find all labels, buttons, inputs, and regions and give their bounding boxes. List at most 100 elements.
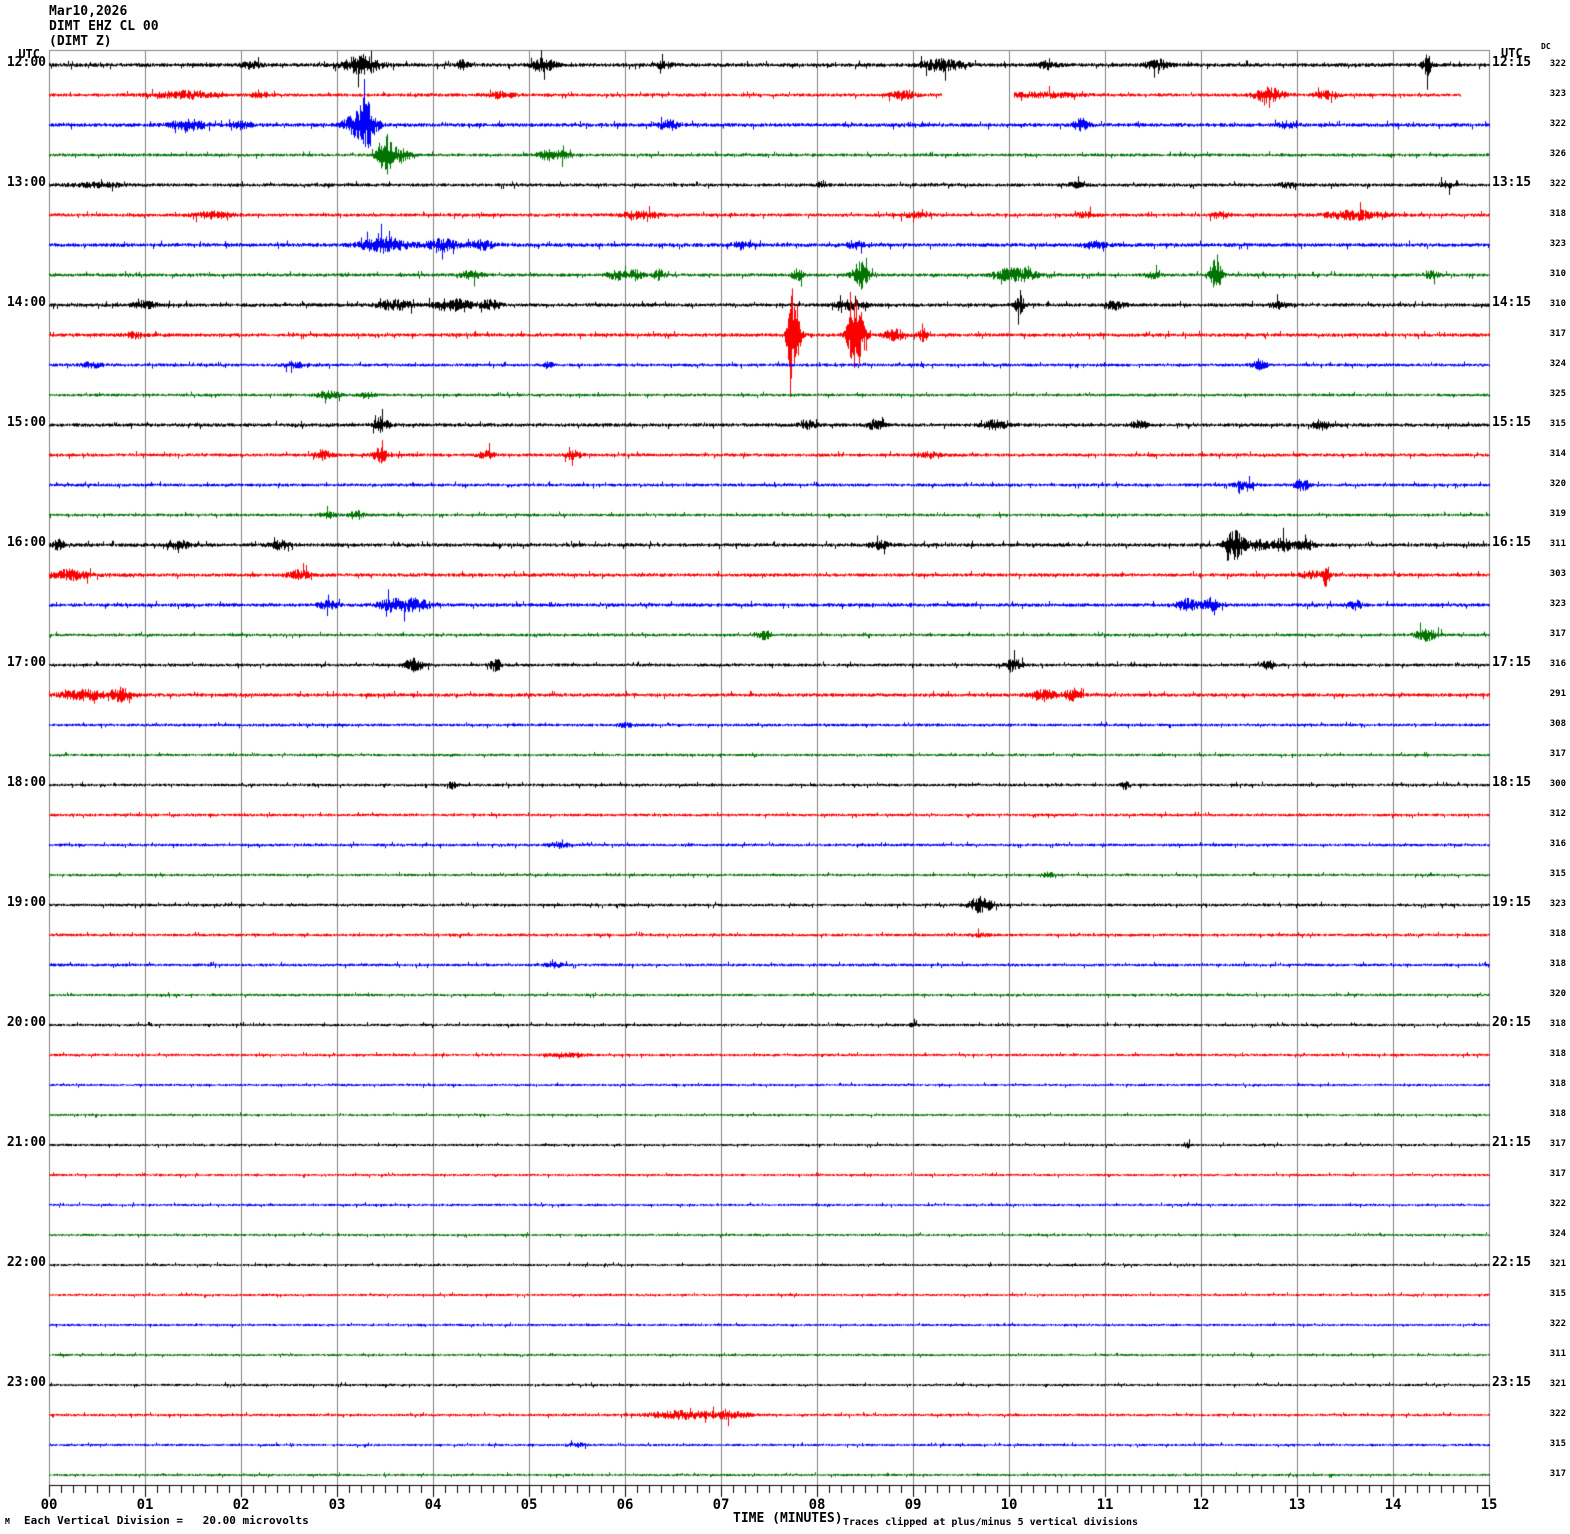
dc-value: 318 [1549,1109,1566,1119]
dc-value: 326 [1549,149,1566,159]
left-time-label: 22:00 [6,1255,46,1270]
dc-value: 324 [1549,1229,1566,1239]
dc-value: 303 [1549,569,1566,579]
utc-label-right: UTC [1501,46,1523,60]
x-tick-label: 11 [1096,1497,1114,1513]
dc-value: 318 [1549,1019,1566,1029]
dc-value: 310 [1549,269,1566,279]
left-time-label: 21:00 [6,1135,46,1150]
dc-value: 323 [1549,239,1566,249]
x-tick-label: 12 [1192,1497,1210,1513]
dc-value: 318 [1549,1079,1566,1089]
dc-value: 320 [1549,989,1566,999]
dc-value: 291 [1549,689,1566,699]
dc-value: 311 [1549,1349,1566,1359]
left-time-label: 18:00 [6,775,46,790]
x-tick-label: 10 [1000,1497,1018,1513]
scale-note: Each Vertical Division = 20.00 microvolt… [24,1514,309,1527]
dc-value: 322 [1549,1199,1566,1209]
right-time-label: 17:15 [1492,655,1532,670]
dc-value: 318 [1549,959,1566,969]
x-tick-label: 13 [1288,1497,1306,1513]
left-time-label: 12:00 [6,55,46,70]
right-time-label: 23:15 [1492,1375,1532,1390]
dc-value: 322 [1549,119,1566,129]
dc-value: 315 [1549,419,1566,429]
x-tick-label: 02 [232,1497,250,1513]
dc-value: 317 [1549,629,1566,639]
right-time-label: 16:15 [1492,535,1532,550]
right-time-label: 15:15 [1492,415,1532,430]
x-tick-label: 08 [808,1497,826,1513]
dc-value: 318 [1549,209,1566,219]
dc-value: 315 [1549,1289,1566,1299]
left-time-label: 20:00 [6,1015,46,1030]
clipping-note: Traces clipped at plus/minus 5 vertical … [843,1517,1139,1528]
dc-value: 317 [1549,1169,1566,1179]
dc-column-header: DC [1541,42,1551,51]
right-time-label: 18:15 [1492,775,1532,790]
corner-glyph: M [5,1517,10,1526]
dc-value: 312 [1549,809,1566,819]
dc-value: 322 [1549,1409,1566,1419]
dc-value: 317 [1549,749,1566,759]
dc-value: 316 [1549,659,1566,669]
x-tick-label: 05 [520,1497,538,1513]
x-tick-label: 06 [616,1497,634,1513]
x-axis-title: TIME (MINUTES) [733,1511,843,1526]
left-time-label: 19:00 [6,895,46,910]
right-time-label: 14:15 [1492,295,1532,310]
x-tick-label: 00 [40,1497,58,1513]
utc-label-left: UTC [18,47,40,61]
x-tick-label: 14 [1384,1497,1402,1513]
x-tick-label: 01 [136,1497,154,1513]
dc-value: 317 [1549,1139,1566,1149]
x-tick-label: 03 [328,1497,346,1513]
right-time-label: 12:15 [1492,55,1532,70]
header-station-id: DIMT EHZ CL 00 [49,19,159,34]
x-tick-label: 15 [1480,1497,1498,1513]
dc-value: 325 [1549,389,1566,399]
left-time-label: 15:00 [6,415,46,430]
left-time-label: 17:00 [6,655,46,670]
dc-value: 317 [1549,329,1566,339]
dc-value: 315 [1549,869,1566,879]
left-time-label: 16:00 [6,535,46,550]
dc-value: 321 [1549,1259,1566,1269]
x-tick-label: 04 [424,1497,442,1513]
left-time-label: 13:00 [6,175,46,190]
dc-value: 316 [1549,839,1566,849]
dc-value: 318 [1549,929,1566,939]
dc-value: 314 [1549,449,1566,459]
x-tick-label: 07 [712,1497,730,1513]
dc-value: 300 [1549,779,1566,789]
left-time-label: 23:00 [6,1375,46,1390]
dc-value: 321 [1549,1379,1566,1389]
dc-value: 322 [1549,59,1566,69]
x-tick-label: 09 [904,1497,922,1513]
dc-value: 319 [1549,509,1566,519]
right-time-label: 13:15 [1492,175,1532,190]
dc-value: 323 [1549,899,1566,909]
dc-value: 311 [1549,539,1566,549]
dc-value: 318 [1549,1049,1566,1059]
dc-value: 317 [1549,1469,1566,1479]
right-time-label: 21:15 [1492,1135,1532,1150]
dc-value: 322 [1549,1319,1566,1329]
dc-value: 324 [1549,359,1566,369]
dc-value: 320 [1549,479,1566,489]
dc-value: 310 [1549,299,1566,309]
right-time-label: 19:15 [1492,895,1532,910]
dc-value: 323 [1549,89,1566,99]
dc-value: 315 [1549,1439,1566,1449]
dc-value: 308 [1549,719,1566,729]
dc-value: 322 [1549,179,1566,189]
header-date: Mar10,2026 [49,4,128,19]
right-time-label: 22:15 [1492,1255,1532,1270]
dc-value: 323 [1549,599,1566,609]
header-component: (DIMT Z) [49,34,112,49]
left-time-label: 14:00 [6,295,46,310]
right-time-label: 20:15 [1492,1015,1532,1030]
